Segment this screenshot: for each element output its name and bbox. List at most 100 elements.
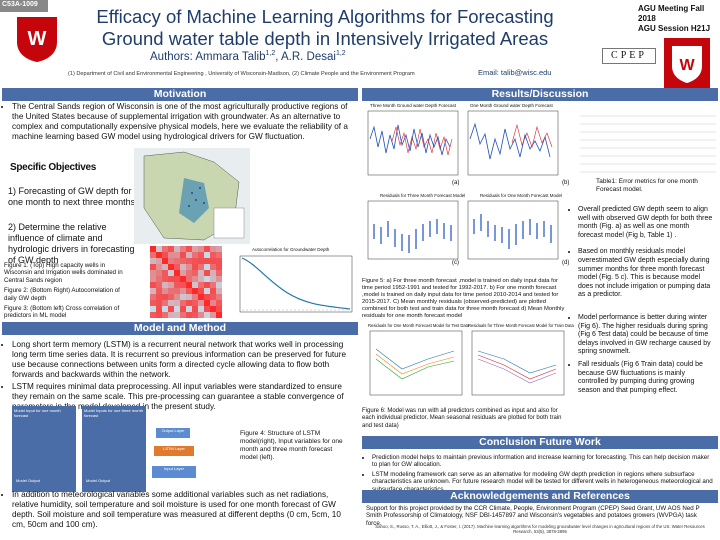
title: Efficacy of Machine Learning Algorithms … xyxy=(96,6,554,49)
heatmap-cell xyxy=(168,270,174,276)
author: Ammara Talib xyxy=(195,50,266,63)
well-map xyxy=(134,148,250,244)
layer: LSTM Layer xyxy=(154,446,194,456)
layer: Output Layer xyxy=(156,428,190,438)
heatmap-cell xyxy=(204,270,210,276)
uw-crest: W xyxy=(17,17,57,62)
heatmap-cell xyxy=(156,300,162,306)
heatmap-cell xyxy=(174,270,180,276)
panel-label: (d) xyxy=(562,260,570,266)
meeting: AGU Meeting Fall 2018 AGU Session H21J xyxy=(638,4,720,34)
section-heading: Results/Discussion xyxy=(362,88,718,101)
heatmap-cell xyxy=(186,276,192,282)
objective: 2) Determine the relative influence of c… xyxy=(8,222,135,265)
input-box: Model Input for one month forecast xyxy=(12,406,76,492)
bullets: Prediction model helps to maintain previ… xyxy=(362,454,716,495)
heatmap-cell xyxy=(174,294,180,300)
heatmap-cell xyxy=(168,252,174,258)
heatmap-cell xyxy=(216,276,222,282)
heatmap-cell xyxy=(168,288,174,294)
heatmap-cell xyxy=(192,300,198,306)
heatmap-cell xyxy=(174,288,180,294)
output-label: Model Output xyxy=(86,478,111,483)
heatmap-cell xyxy=(180,270,186,276)
heatmap-cell xyxy=(156,288,162,294)
caption: Figure 5: a) For three month forecast ,m… xyxy=(362,278,565,319)
forecast-plots xyxy=(367,110,559,176)
heatmap-cell xyxy=(216,246,222,252)
heatmap-cell xyxy=(168,264,174,270)
heatmap-cell xyxy=(216,306,222,312)
heatmap-cell xyxy=(180,282,186,288)
heatmap-cell xyxy=(174,306,180,312)
bullets: The Central Sands region of Wisconsin is… xyxy=(2,102,354,144)
heatmap-cell xyxy=(180,246,186,252)
heatmap-cell xyxy=(168,312,174,318)
heatmap-cell xyxy=(174,252,180,258)
uw-crest-right: W xyxy=(664,38,710,88)
bullets: Long short term memory (LSTM) is a recur… xyxy=(2,340,354,414)
heatmap-cell xyxy=(156,246,162,252)
section-heading: Model and Method xyxy=(2,322,358,335)
sep: , xyxy=(275,50,281,63)
heatmap-cell xyxy=(216,300,222,306)
panel-label: (b) xyxy=(562,180,570,186)
heatmap-cell xyxy=(210,252,216,258)
captions: Figure 1: (Top) High capacity wells in W… xyxy=(4,262,132,320)
heatmap-cell xyxy=(180,288,186,294)
reference: Sahoo, S., Russo, T. A., Elliott, J., & … xyxy=(375,524,705,535)
heatmap-cell xyxy=(204,252,210,258)
heatmap-cell xyxy=(150,270,156,276)
input-box: Model Inputs for one three month forecas… xyxy=(82,406,146,492)
heatmap-cell xyxy=(168,276,174,282)
heatmap-cell xyxy=(204,300,210,306)
heatmap-cell xyxy=(204,264,210,270)
heatmap-cell xyxy=(198,270,204,276)
layer: Input Layer xyxy=(152,466,196,478)
meeting-name: AGU Meeting Fall 2018 xyxy=(638,4,705,23)
plot-title: Residuals for Three Month Forecast Model xyxy=(380,193,466,198)
heatmap-cell xyxy=(180,294,186,300)
heatmap-cell xyxy=(192,246,198,252)
heatmap-cell xyxy=(216,264,222,270)
affiliation: (1) Department of Civil and Environmenta… xyxy=(68,71,415,77)
heatmap-cell xyxy=(216,294,222,300)
heatmap-cell xyxy=(162,294,168,300)
heatmap-cell xyxy=(174,258,180,264)
heatmap-cell xyxy=(198,288,204,294)
plot-title: Residuals for One Month Forecast Model f… xyxy=(368,323,470,328)
heatmap-cell xyxy=(150,252,156,258)
heatmap-cell xyxy=(204,258,210,264)
heatmap-cell xyxy=(204,312,210,318)
heatmap-cell xyxy=(150,246,156,252)
heatmap-cell xyxy=(156,294,162,300)
caption: Figure 2: (Bottom Right) Autocorrelation… xyxy=(4,287,120,302)
plot-title: Autocorrelation for Groundwater Depth xyxy=(252,247,330,252)
objectives-heading: Specific Objectives xyxy=(10,162,97,173)
heatmap-cell xyxy=(180,300,186,306)
heatmap-cell xyxy=(210,264,216,270)
heatmap-cell xyxy=(186,300,192,306)
heatmap-cell xyxy=(180,312,186,318)
caption: Figure 1: (Top) High capacity wells in W… xyxy=(4,262,123,284)
bullet: In addition to meteorological variables … xyxy=(12,490,354,530)
bullets: In addition to meteorological variables … xyxy=(2,490,354,532)
heatmap-cell xyxy=(156,282,162,288)
heatmap-cell xyxy=(216,270,222,276)
authors: Authors: Ammara Talib1,2, A.R. Desai1,2 xyxy=(150,50,346,63)
heatmap-cell xyxy=(198,264,204,270)
autocorrelation-plot xyxy=(239,255,353,313)
plot-title: Residuals for Three Month Forecast Model… xyxy=(468,323,574,328)
acknowledgement: Support for this project provided by the… xyxy=(366,505,700,527)
heatmap-cell xyxy=(162,258,168,264)
heatmap-cell xyxy=(204,306,210,312)
sup: 1,2 xyxy=(335,50,346,57)
heatmap-cell xyxy=(192,258,198,264)
heatmap-cell xyxy=(180,306,186,312)
objective: 1) Forecasting of GW depth for one month… xyxy=(8,186,136,207)
heatmap-cell xyxy=(168,294,174,300)
heatmap-cell xyxy=(210,276,216,282)
heatmap-cell xyxy=(192,312,198,318)
heatmap-cell xyxy=(210,288,216,294)
heatmap-cell xyxy=(204,294,210,300)
